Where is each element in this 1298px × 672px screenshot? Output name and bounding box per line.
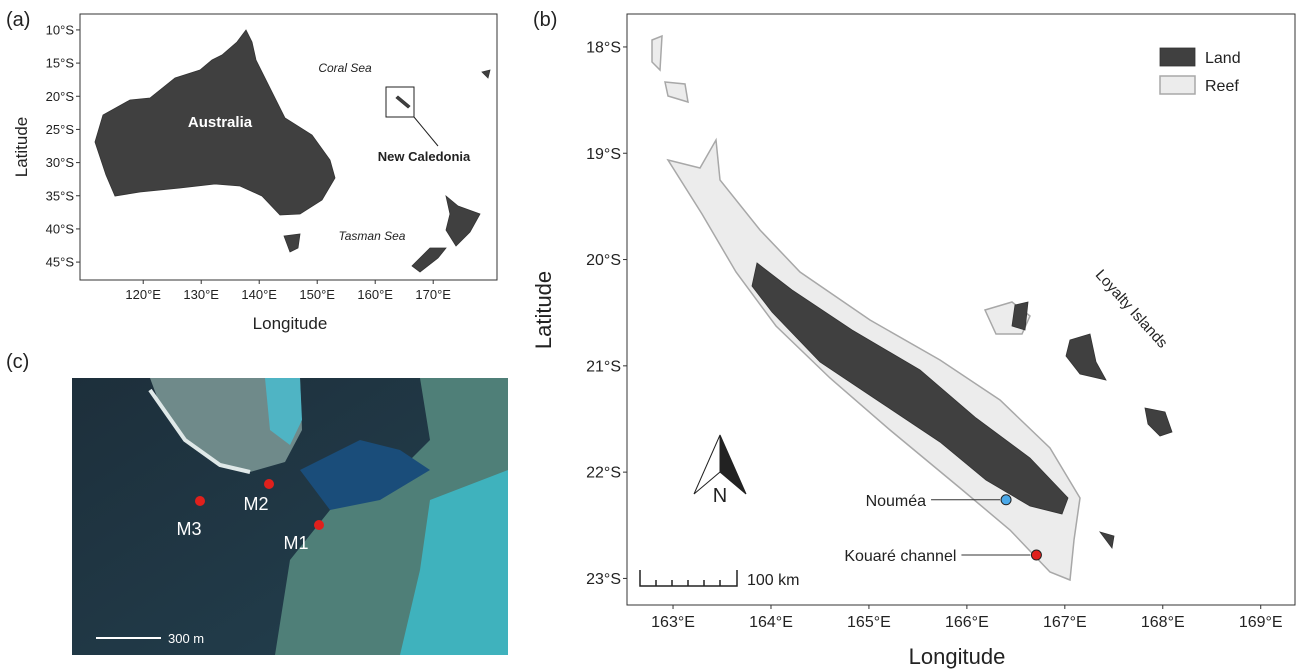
site-label: M1 — [283, 533, 308, 553]
inset-box — [385, 86, 415, 118]
scale-label: 300 m — [168, 631, 204, 646]
place-marker — [1000, 494, 1012, 506]
x-axis-label: Longitude — [253, 314, 328, 333]
place-label: Kouaré channel — [844, 548, 956, 565]
country-label: Australia — [188, 114, 253, 131]
sea-label: Tasman Sea — [339, 229, 406, 243]
place-label: New Caledonia — [378, 149, 471, 164]
site-marker — [264, 479, 274, 489]
x-tick-label: 169°E — [1239, 614, 1283, 631]
loyalty-land — [1011, 301, 1173, 549]
tasmania-land — [283, 233, 301, 253]
image-lagoon — [265, 378, 302, 445]
scale-bar — [639, 570, 738, 587]
legend-label: Land — [1205, 50, 1241, 67]
legend-label: Reef — [1205, 78, 1239, 95]
x-tick-label: 165°E — [847, 614, 891, 631]
arrow-half — [719, 434, 747, 495]
panel-tag: (b) — [533, 9, 557, 31]
y-tick-label: 22°S — [586, 465, 621, 482]
y-tick-label: 30°S — [46, 155, 75, 170]
y-axis-label: Latitude — [12, 117, 31, 178]
reef-area — [651, 34, 1031, 335]
north-arrow: N — [693, 434, 747, 507]
scale-label: 100 km — [747, 572, 799, 589]
x-tick-label: 130°E — [183, 287, 219, 302]
leader-line — [413, 116, 439, 147]
y-tick-label: 15°S — [46, 56, 75, 71]
site-marker — [195, 496, 205, 506]
new-zealand-land — [411, 194, 481, 273]
satellite-image — [72, 378, 508, 655]
y-tick-label: 23°S — [586, 571, 621, 588]
y-tick-label: 40°S — [46, 221, 75, 236]
y-tick-label: 18°S — [586, 40, 621, 57]
site-marker — [314, 520, 324, 530]
north-label: N — [713, 485, 727, 507]
y-tick-label: 35°S — [46, 188, 75, 203]
image-channel — [300, 440, 430, 510]
x-tick-label: 150°E — [299, 287, 335, 302]
sea-label: Coral Sea — [318, 61, 372, 75]
panel-tag: (c) — [6, 351, 29, 373]
islands-land — [395, 69, 491, 109]
place-marker — [1030, 549, 1042, 561]
x-tick-label: 164°E — [749, 614, 793, 631]
y-tick-label: 45°S — [46, 255, 75, 270]
y-axis-label: Latitude — [531, 271, 556, 349]
x-tick-label: 170°E — [415, 287, 451, 302]
x-tick-label: 163°E — [651, 614, 695, 631]
panel-tag: (a) — [6, 9, 30, 31]
y-tick-label: 10°S — [46, 22, 75, 37]
y-tick-label: 20°S — [586, 252, 621, 269]
x-tick-label: 160°E — [357, 287, 393, 302]
legend-swatch — [1159, 47, 1196, 67]
y-tick-label: 25°S — [46, 122, 75, 137]
image-lagoon — [400, 470, 508, 655]
x-tick-label: 120°E — [125, 287, 161, 302]
australia-land — [94, 29, 336, 216]
site-label: M2 — [243, 494, 268, 514]
legend-swatch — [1159, 75, 1196, 95]
x-tick-label: 140°E — [241, 287, 277, 302]
y-tick-label: 21°S — [586, 358, 621, 375]
place-label: Nouméa — [866, 493, 927, 510]
x-tick-label: 167°E — [1043, 614, 1087, 631]
y-tick-label: 19°S — [586, 146, 621, 163]
x-tick-label: 168°E — [1141, 614, 1185, 631]
scale-line — [639, 570, 738, 587]
x-tick-label: 166°E — [945, 614, 989, 631]
y-tick-label: 20°S — [46, 89, 75, 104]
map-frame — [626, 13, 1296, 606]
x-axis-label: Longitude — [909, 644, 1006, 669]
image-reef — [150, 378, 302, 472]
grande-terre-land — [751, 262, 1069, 515]
image-surf — [148, 388, 251, 474]
site-label: M3 — [176, 519, 201, 539]
